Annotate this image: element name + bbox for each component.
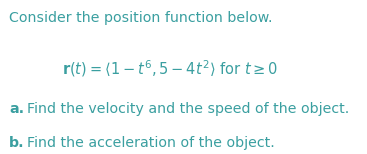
Text: $\mathbf{r}(t) = \langle 1 - t^6, 5 - 4t^2\rangle$ for $t \geq 0$: $\mathbf{r}(t) = \langle 1 - t^6, 5 - 4t… bbox=[62, 59, 279, 79]
Text: Find the acceleration of the object.: Find the acceleration of the object. bbox=[27, 136, 275, 150]
Text: b.: b. bbox=[9, 136, 25, 150]
Text: Find the velocity and the speed of the object.: Find the velocity and the speed of the o… bbox=[27, 102, 349, 116]
Text: a.: a. bbox=[9, 102, 24, 116]
Text: Consider the position function below.: Consider the position function below. bbox=[9, 11, 273, 25]
